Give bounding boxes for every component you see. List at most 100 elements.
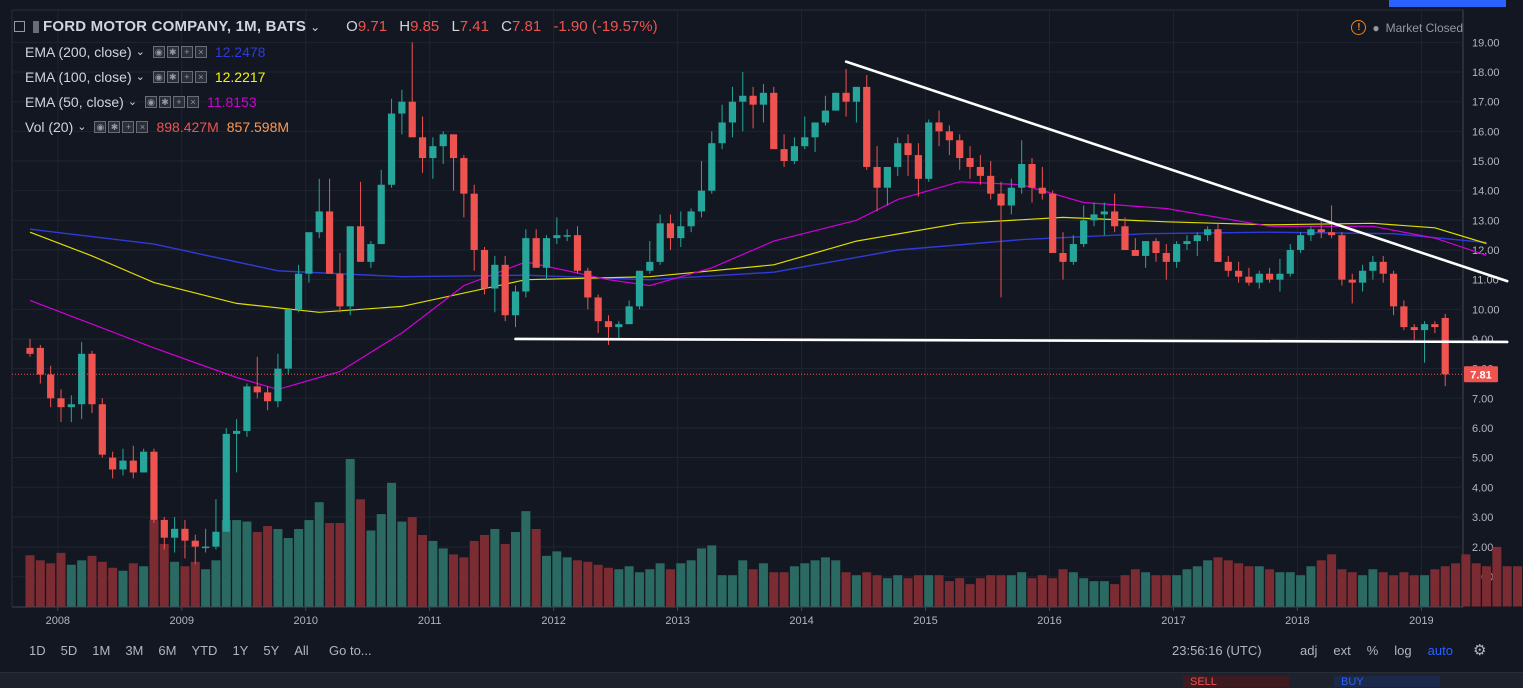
indicator-volume[interactable]: Vol (20) ⌄ ◉ ✱ + × 898.427M 857.598M	[25, 114, 666, 139]
year-tick-label: 2012	[541, 615, 565, 627]
indicator-ema50[interactable]: EMA (50, close) ⌄ ◉ ✱ + × 11.8153	[25, 89, 666, 114]
option-log[interactable]: log	[1394, 643, 1412, 658]
candle-body	[925, 122, 933, 179]
indicator-controls[interactable]: ◉ ✱ + ×	[152, 45, 207, 58]
gear-icon[interactable]: ✱	[108, 120, 121, 133]
gear-icon[interactable]: ✱	[166, 45, 179, 58]
candle-body	[418, 137, 427, 159]
candle-body	[408, 101, 416, 138]
candle-body	[708, 143, 716, 191]
indicator-controls[interactable]: ◉ ✱ + ×	[152, 70, 207, 83]
range-6m[interactable]: 6M	[158, 643, 177, 658]
close-icon[interactable]: ×	[136, 120, 149, 133]
indicator-ema100[interactable]: EMA (100, close) ⌄ ◉ ✱ + × 12.2217	[25, 64, 666, 89]
indicator-controls[interactable]: ◉ ✱ + ×	[145, 95, 200, 108]
volume-bar	[1275, 572, 1285, 607]
close-icon[interactable]: ×	[194, 70, 207, 83]
range-ytd[interactable]: YTD	[191, 643, 218, 658]
ohlc-values: O9.71 H9.85 L7.41 C7.81 -1.90 (-19.57%)	[346, 18, 665, 35]
gear-icon[interactable]: ✱	[166, 70, 179, 83]
price-tick-label: 9.00	[1472, 334, 1493, 346]
range-1m[interactable]: 1M	[92, 643, 111, 658]
clock-display[interactable]: 23:56:16 (UTC)	[1172, 643, 1262, 658]
candle-body	[119, 460, 127, 470]
volume-bar	[1068, 572, 1078, 607]
candle-body	[1162, 252, 1170, 262]
volume-bar	[180, 566, 190, 607]
buy-button[interactable]: BUY	[1334, 676, 1440, 688]
volume-bar	[872, 575, 882, 607]
collapse-icon[interactable]	[14, 21, 25, 32]
range-all[interactable]: All	[294, 643, 309, 658]
plus-icon[interactable]: +	[122, 120, 135, 133]
range-1y[interactable]: 1Y	[232, 643, 249, 658]
range-5d[interactable]: 5D	[60, 643, 78, 658]
candle-body	[160, 519, 168, 538]
price-tick-label: 12.00	[1472, 245, 1500, 257]
volume-bar	[149, 520, 159, 607]
eye-icon[interactable]: ◉	[94, 120, 107, 133]
candle-body	[1111, 211, 1119, 227]
volume-bar	[738, 560, 748, 607]
symbol-title[interactable]: FORD MOTOR COMPANY, 1M, BATS	[43, 18, 307, 35]
indicator-controls[interactable]: ◉ ✱ + ×	[94, 120, 149, 133]
close-icon[interactable]: ×	[187, 95, 200, 108]
volume-bar	[1244, 566, 1254, 607]
indicator-label[interactable]: EMA (100, close)	[25, 68, 132, 85]
option-percent[interactable]: %	[1366, 643, 1379, 658]
indicator-ema200[interactable]: EMA (200, close) ⌄ ◉ ✱ + × 12.2478	[25, 39, 666, 64]
volume-bar	[562, 557, 572, 607]
plus-icon[interactable]: +	[180, 70, 193, 83]
gear-icon[interactable]: ⚙	[1473, 642, 1487, 659]
sell-button[interactable]: SELL	[1183, 676, 1289, 688]
option-adj[interactable]: adj	[1300, 643, 1318, 658]
volume-bar	[139, 566, 149, 607]
candle-body	[387, 113, 396, 185]
range-5y[interactable]: 5Y	[263, 643, 280, 658]
ema100-line	[29, 216, 1487, 313]
plus-icon[interactable]: +	[180, 45, 193, 58]
candle-body	[367, 244, 375, 262]
chevron-down-icon[interactable]: ⌄	[135, 46, 145, 58]
gear-icon[interactable]: ✱	[159, 95, 172, 108]
volume-bar	[480, 534, 490, 607]
candle-body	[770, 92, 778, 150]
eye-icon[interactable]: ◉	[152, 45, 165, 58]
candle-body	[1235, 270, 1243, 277]
range-1d[interactable]: 1D	[29, 643, 46, 658]
plus-icon[interactable]: +	[173, 95, 186, 108]
year-tick-label: 2010	[294, 615, 318, 627]
option-ext[interactable]: ext	[1333, 643, 1351, 658]
indicator-label[interactable]: EMA (200, close)	[25, 43, 132, 60]
indicator-label[interactable]: Vol (20)	[25, 118, 74, 135]
candle-body	[429, 146, 437, 159]
volume-bar	[665, 569, 675, 607]
volume-bar	[1420, 575, 1430, 607]
range-3m[interactable]: 3M	[125, 643, 144, 658]
chevron-down-icon[interactable]: ⌄	[310, 19, 321, 34]
candle-body	[1193, 235, 1201, 242]
candle-body	[1059, 252, 1067, 262]
volume-bar	[1213, 557, 1223, 607]
volume-bar	[252, 532, 262, 607]
goto-button[interactable]: Go to...	[329, 643, 372, 658]
eye-icon[interactable]: ◉	[152, 70, 165, 83]
chevron-down-icon[interactable]: ⌄	[135, 71, 145, 83]
warning-icon[interactable]: !	[1351, 20, 1367, 35]
volume-bar	[903, 578, 913, 607]
volume-bar	[1254, 566, 1264, 607]
chevron-down-icon[interactable]: ⌄	[77, 121, 87, 133]
candle-body	[821, 110, 830, 123]
chevron-down-icon[interactable]: ⌄	[127, 96, 138, 108]
flag-icon	[33, 20, 39, 33]
eye-icon[interactable]: ◉	[145, 95, 158, 108]
price-tick-label: 11.00	[1472, 275, 1499, 287]
option-auto[interactable]: auto	[1427, 643, 1453, 658]
candle-body	[274, 368, 282, 402]
candle-body	[1286, 250, 1294, 274]
close-icon[interactable]: ×	[194, 45, 207, 58]
volume-bar	[1037, 575, 1047, 607]
indicator-label[interactable]: EMA (50, close)	[25, 93, 124, 110]
